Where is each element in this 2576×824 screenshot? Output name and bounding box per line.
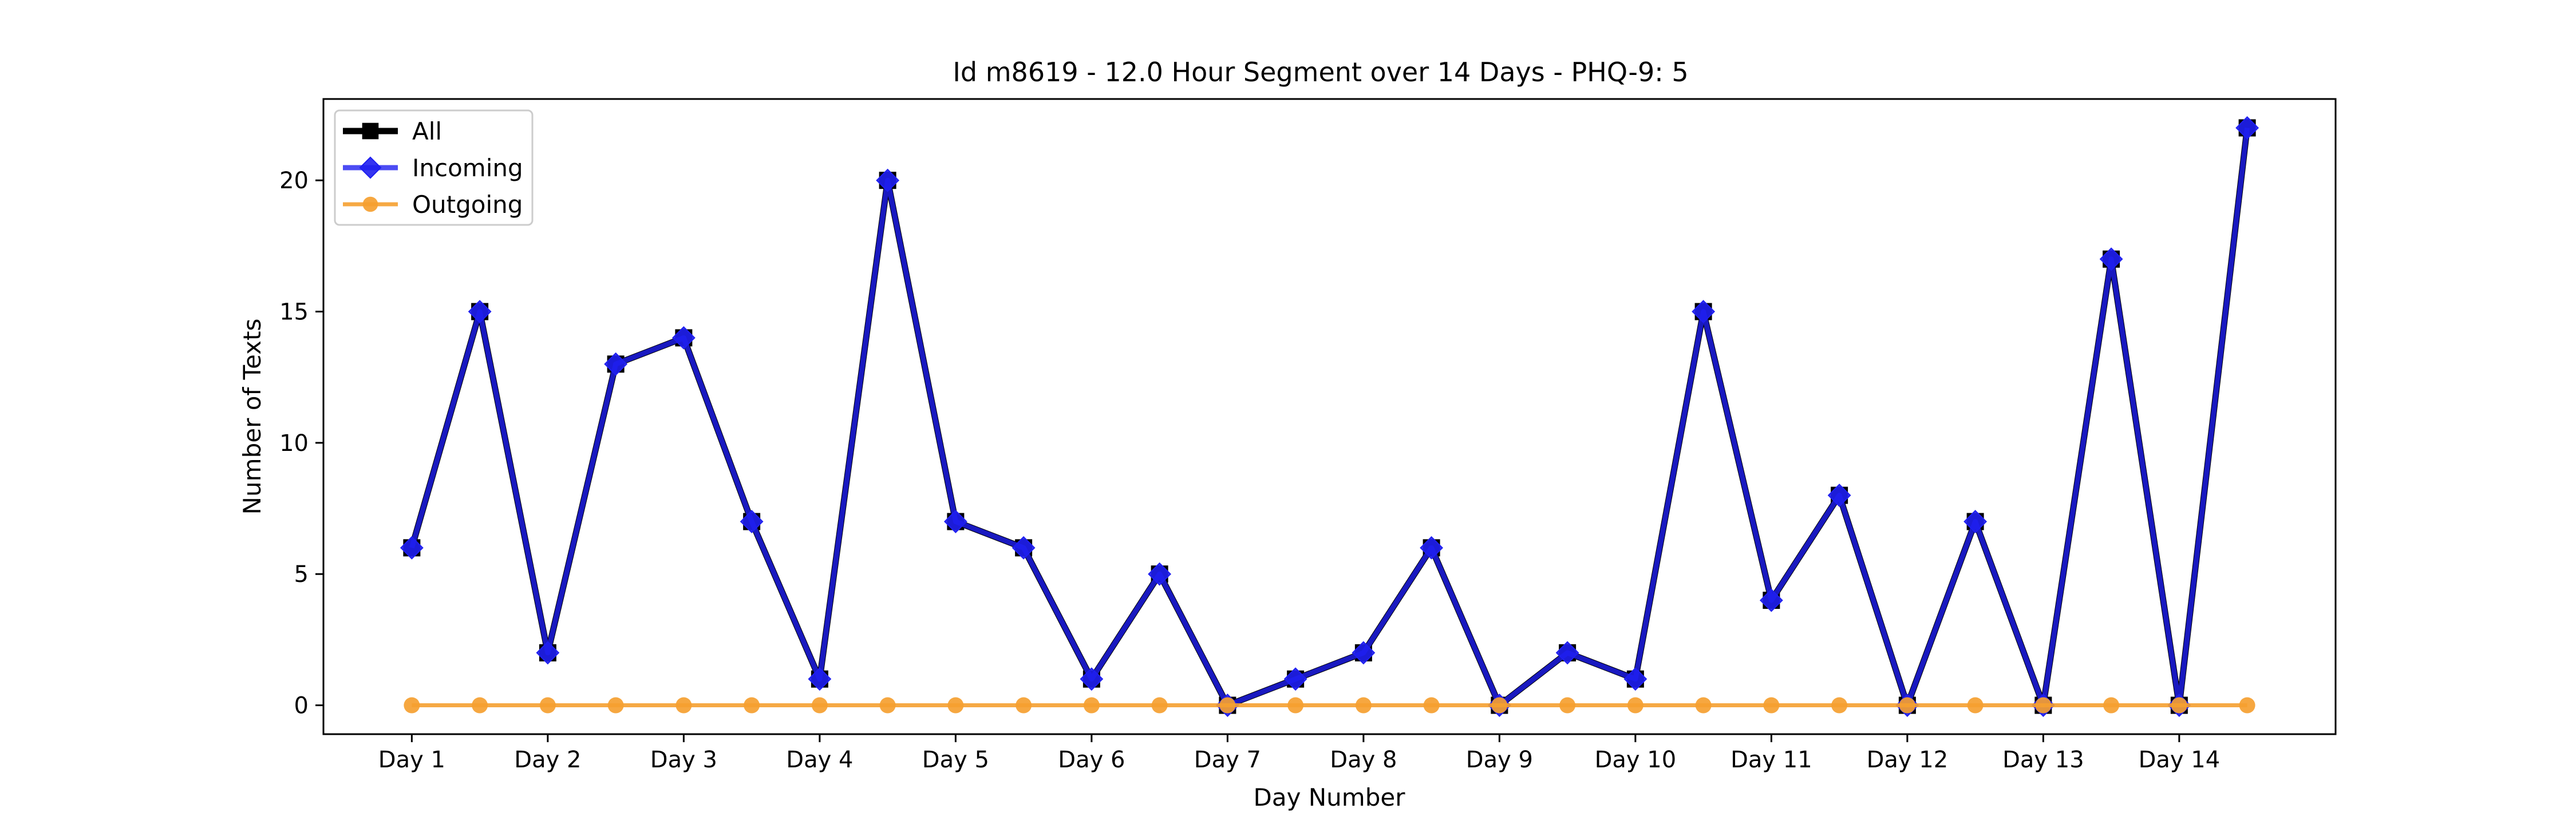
x-tick-label: Day 9 [1466,747,1533,773]
x-tick-label: Day 5 [922,747,989,773]
legend-label: Outgoing [412,191,523,219]
data-point-outgoing [1627,697,1643,714]
data-point-incoming [1148,562,1172,586]
y-axis: 0 5 10 15 20 [279,168,323,719]
y-tick-label: 15 [279,299,309,326]
data-point-incoming [1623,667,1647,691]
x-tick-label: Day 14 [2139,747,2221,773]
data-point-outgoing [1423,697,1440,714]
legend-entry-all: All [343,117,442,145]
data-point-incoming [1012,536,1036,560]
series-layer [400,116,2259,717]
x-tick-label: Day 1 [378,747,445,773]
x-tick-label: Day 4 [786,747,853,773]
data-point-incoming [400,536,424,560]
data-point-outgoing [539,697,556,714]
x-tick-label: Day 10 [1595,747,1677,773]
legend-marker-incoming [359,156,382,179]
data-point-outgoing [472,697,488,714]
data-point-incoming [1555,641,1579,665]
data-point-outgoing [675,697,692,714]
data-point-outgoing [1695,697,1712,714]
chart-title: Id m8619 - 12.0 Hour Segment over 14 Day… [953,57,1688,88]
data-point-incoming [1080,667,1104,691]
data-point-incoming [1420,536,1444,560]
data-point-outgoing [1967,697,1984,714]
legend-frame [334,109,534,226]
data-point-outgoing [1355,697,1372,714]
legend-label: All [412,117,442,145]
data-point-incoming [1283,667,1307,691]
x-axis: Day 1 Day 2 Day 3 Day 4 Day 5 Day 6 Day 7 Day 8… [378,734,2220,773]
data-point-outgoing [2103,697,2120,714]
data-point-outgoing [404,697,420,714]
data-point-outgoing [811,697,828,714]
data-point-outgoing [1899,697,1915,714]
x-tick-label: Day 3 [650,747,717,773]
data-point-outgoing [1287,697,1304,714]
data-point-outgoing [2239,697,2255,714]
data-point-incoming [943,510,967,533]
data-point-outgoing [1831,697,1848,714]
data-point-outgoing [1491,697,1508,714]
series-incoming [400,116,2259,717]
data-point-outgoing [2171,697,2187,714]
data-point-outgoing [2035,697,2052,714]
data-point-incoming [604,352,628,376]
legend-label: Incoming [412,154,523,182]
x-axis-label: Day Number [1253,783,1405,811]
x-tick-label: Day 11 [1730,747,1812,773]
y-tick-label: 10 [279,430,309,457]
y-axis-label: Number of Texts [238,319,266,515]
data-point-incoming [1827,484,1851,508]
series-all [403,119,2256,714]
x-tick-label: Day 12 [1867,747,1949,773]
data-point-incoming [876,168,900,192]
legend: All Incoming Outgoing [334,109,534,226]
data-point-outgoing [947,697,964,714]
data-point-incoming [468,300,492,323]
data-point-incoming [1963,510,1988,533]
data-point-outgoing [879,697,896,714]
data-point-incoming [740,510,764,533]
x-tick-label: Day 7 [1194,747,1261,773]
data-point-incoming [536,641,560,665]
data-point-outgoing [607,697,624,714]
data-point-outgoing [1559,697,1576,714]
data-point-outgoing [1151,697,1168,714]
legend-entry-outgoing: Outgoing [343,191,523,219]
x-tick-label: Day 8 [1330,747,1397,773]
data-point-incoming [2235,116,2259,140]
data-point-outgoing [1219,697,1236,714]
legend-entry-incoming: Incoming [343,154,523,182]
legend-marker-all [362,122,379,140]
data-point-outgoing [744,697,760,714]
y-tick-label: 5 [294,561,309,588]
series-line-all [409,127,2251,709]
series-line-incoming [409,127,2250,708]
legend-marker-outgoing [362,196,378,212]
data-point-incoming [1352,641,1376,665]
data-point-outgoing [1083,697,1100,714]
data-point-incoming [1692,300,1716,323]
data-point-outgoing [1016,697,1032,714]
data-point-incoming [1759,588,1783,612]
y-tick-label: 20 [279,168,309,194]
series-outgoing [404,697,2255,714]
data-point-incoming [2099,247,2123,271]
data-point-outgoing [1763,697,1780,714]
x-tick-label: Day 13 [2002,747,2084,773]
x-tick-label: Day 2 [514,747,581,773]
x-tick-label: Day 6 [1058,747,1125,773]
data-point-incoming [671,326,696,350]
y-tick-label: 0 [294,693,309,719]
plot-frame [322,98,2337,735]
data-point-incoming [808,667,832,691]
